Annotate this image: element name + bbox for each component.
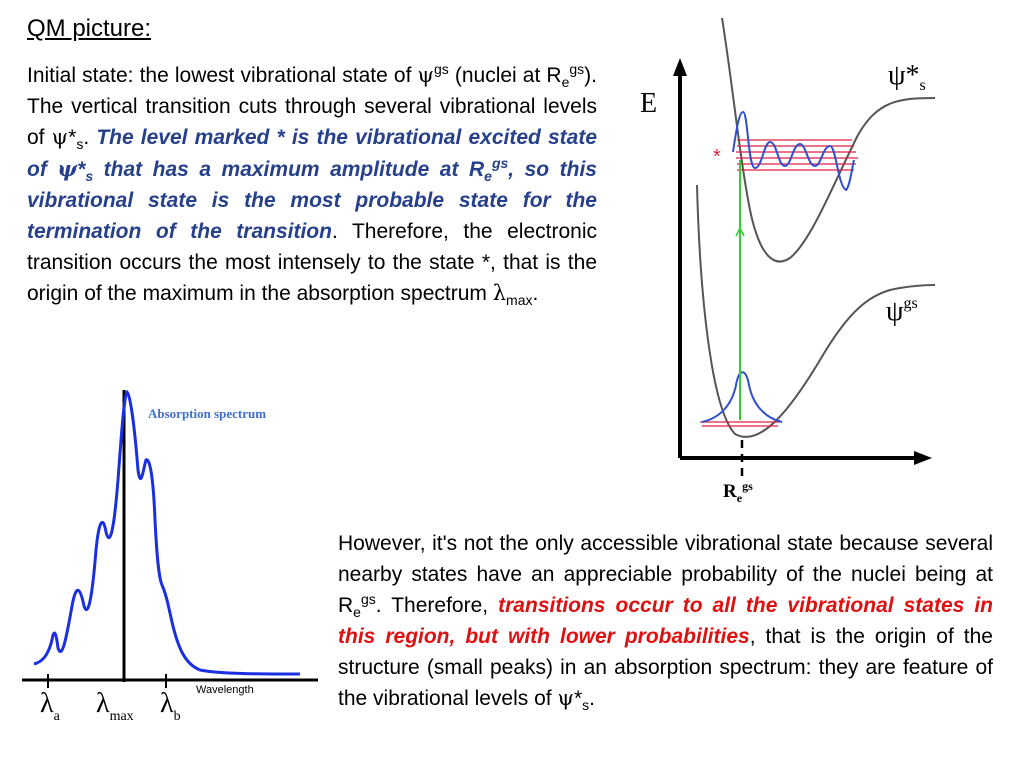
- absorption-spectrum-plot: [22, 389, 318, 688]
- spectrum-title: Absorption spectrum: [148, 406, 266, 421]
- star-marker: *: [713, 146, 721, 168]
- highlight-blue: The level marked * is the vibrational ex…: [27, 126, 597, 243]
- excited-wavefunction: [732, 110, 855, 192]
- excited-state-curve: [721, 17, 936, 263]
- lambda-max-label: λmax: [96, 688, 134, 724]
- spectrum-curve: [33, 389, 301, 676]
- paragraph-other-states: However, it's not the only accessible vi…: [338, 532, 993, 714]
- re-gs-label: Regs: [723, 479, 753, 505]
- wavelength-label: Wavelength: [196, 684, 254, 696]
- ground-state-label: ψgs: [886, 295, 918, 327]
- ground-wavefunction: [701, 371, 783, 423]
- energy-axes: [673, 58, 932, 465]
- ground-vibrational-levels: [700, 421, 780, 427]
- lambda-b-label: λb: [160, 688, 181, 724]
- energy-axis-label: E: [640, 88, 657, 119]
- highlight-red: transitions occur to all the vibrational…: [338, 594, 993, 648]
- slide-title: QM picture:: [27, 15, 152, 42]
- lambda-a-label: λa: [40, 688, 61, 724]
- paragraph-initial-state: Initial state: the lowest vibrational st…: [27, 61, 597, 309]
- ground-state-curve: [696, 184, 936, 438]
- excited-state-label: ψ*s: [888, 60, 926, 94]
- excited-vibrational-levels: [736, 139, 858, 171]
